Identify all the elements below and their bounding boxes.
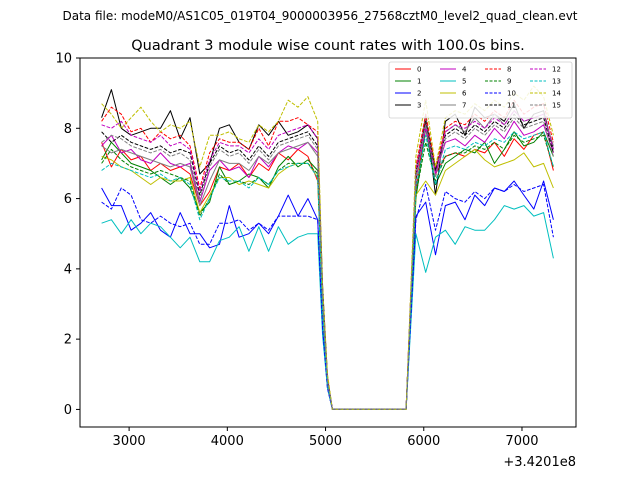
- x-tick-label: 4000: [211, 434, 244, 449]
- series-line-5: [101, 205, 554, 410]
- legend-label-12: 12: [552, 66, 561, 74]
- y-tick-label: 6: [64, 192, 72, 207]
- x-offset-label: +3.4201e8: [503, 455, 576, 470]
- axes-frame: [79, 57, 577, 428]
- legend-label-9: 9: [507, 78, 511, 86]
- legend-label-8: 8: [507, 66, 511, 74]
- legend-label-6: 6: [462, 90, 467, 98]
- series-line-15: [101, 117, 554, 410]
- legend-label-13: 13: [552, 78, 561, 86]
- y-tick-label: 0: [64, 403, 72, 418]
- legend-box: [388, 61, 573, 119]
- legend-label-0: 0: [417, 66, 421, 74]
- legend-label-5: 5: [462, 78, 466, 86]
- y-axis: 0 2 4 6 8 10: [55, 52, 80, 418]
- series-line-10: [101, 184, 554, 410]
- x-tick-label: 6000: [407, 434, 440, 449]
- legend-label-11: 11: [507, 102, 516, 110]
- x-tick-label: 5000: [309, 434, 342, 449]
- y-tick-label: 4: [64, 262, 72, 277]
- x-axis: 3000 4000 5000 6000 7000: [113, 427, 539, 449]
- suptitle: Data file: modeM0/AS1C05_019T04_90000039…: [62, 9, 577, 23]
- y-tick-label: 10: [55, 52, 72, 67]
- y-tick-label: 8: [64, 122, 72, 137]
- legend-label-2: 2: [417, 90, 421, 98]
- x-tick-label: 3000: [113, 434, 146, 449]
- chart-title: Quadrant 3 module wise count rates with …: [131, 38, 525, 54]
- x-tick-label: 7000: [505, 434, 538, 449]
- legend-label-10: 10: [507, 90, 516, 98]
- legend-label-15: 15: [552, 102, 561, 110]
- series-line-13: [101, 131, 554, 410]
- legend-label-14: 14: [552, 90, 561, 98]
- legend-label-4: 4: [462, 66, 467, 74]
- y-tick-label: 2: [64, 333, 72, 348]
- legend-label-7: 7: [462, 102, 466, 110]
- legend-label-1: 1: [417, 78, 421, 86]
- plot-area: [79, 57, 577, 428]
- legend-label-3: 3: [417, 102, 421, 110]
